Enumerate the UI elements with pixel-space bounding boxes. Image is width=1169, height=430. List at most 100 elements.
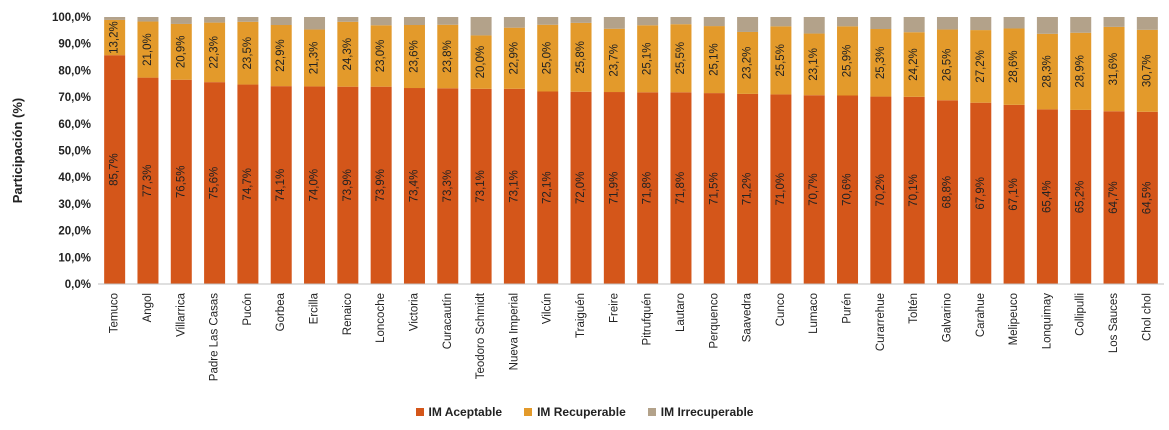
x-tick-label: Collipulli: [1075, 293, 1087, 336]
legend-item: IM Recuperable: [524, 405, 626, 419]
bar-segment-im-recuperable: [304, 29, 326, 87]
data-label: 24,2%: [908, 48, 920, 81]
data-label: 64,7%: [1108, 181, 1120, 214]
bar-segment-im-recuperable: [603, 28, 625, 93]
x-tick-label: Lumaco: [808, 293, 820, 334]
bar-segment-im-recuperable: [1003, 28, 1025, 105]
data-label: 71,0%: [775, 173, 787, 206]
x-tick-label: Galvarino: [941, 293, 953, 342]
bar-segment-im-recuperable: [470, 35, 492, 89]
bar-segment-im-aceptable: [1136, 111, 1158, 284]
data-label: 67,1%: [1008, 178, 1020, 211]
bar-segment-im-recuperable: [1070, 32, 1092, 110]
data-label: 67,9%: [975, 177, 987, 210]
bar-segment-im-aceptable: [603, 92, 625, 284]
y-tick-label: 90,0%: [58, 39, 91, 51]
data-label: 73,1%: [508, 170, 520, 203]
bar-segment-im-recuperable: [137, 21, 159, 78]
bar-segment-im-recuperable: [170, 23, 192, 80]
y-tick-label: 100,0%: [52, 12, 91, 24]
x-tick-label: Teodoro Schmidt: [475, 292, 487, 379]
data-label: 28,9%: [1075, 55, 1087, 88]
bar-segment-im-aceptable: [304, 86, 326, 284]
bar-segment-im-aceptable: [204, 82, 226, 284]
data-label: 24,3%: [342, 38, 354, 71]
bar-segment-im-recuperable: [104, 19, 126, 56]
x-tick-label: Purén: [842, 293, 854, 324]
x-tick-label: Ercilla: [309, 292, 321, 324]
data-label: 25,5%: [675, 42, 687, 75]
bar-segment-im-irrecuperable: [570, 17, 592, 23]
x-tick-label: Traiguén: [575, 293, 587, 338]
bar-segment-im-irrecuperable: [170, 17, 192, 24]
bar-segment-im-irrecuperable: [1003, 17, 1025, 29]
bar-segment-im-aceptable: [470, 88, 492, 284]
bar-segment-im-aceptable: [870, 96, 892, 284]
bar-segment-im-irrecuperable: [137, 17, 159, 22]
bar-segment-im-recuperable: [204, 22, 226, 83]
y-tick-label: 50,0%: [58, 146, 91, 158]
bar-segment-im-recuperable: [370, 25, 392, 87]
data-label: 21,0%: [142, 33, 154, 66]
bar-segment-im-aceptable: [770, 94, 792, 285]
data-label: 25,5%: [775, 44, 787, 77]
bar-segment-im-irrecuperable: [936, 17, 958, 30]
bar-segment-im-irrecuperable: [270, 17, 292, 26]
bar-segment-im-recuperable: [803, 33, 825, 96]
data-label: 25,9%: [842, 45, 854, 78]
chart-legend: IM Aceptable IM Recuperable IM Irrecuperab…: [0, 405, 1169, 419]
bar-segment-im-aceptable: [1003, 104, 1025, 284]
data-label: 72,1%: [542, 171, 554, 204]
bar-segment-im-irrecuperable: [104, 17, 126, 20]
x-tick-label: Cunco: [775, 293, 787, 326]
data-label: 23,6%: [408, 40, 420, 73]
bar-segment-im-irrecuperable: [1103, 17, 1125, 27]
bar-segment-im-recuperable: [337, 21, 359, 87]
bar-segment-im-irrecuperable: [437, 17, 459, 25]
x-tick-label: Perquenco: [708, 293, 720, 349]
bar-segment-im-recuperable: [1036, 33, 1058, 110]
y-tick-label: 20,0%: [58, 226, 91, 238]
bar-segment-im-recuperable: [670, 24, 692, 93]
data-label: 74,1%: [275, 169, 287, 202]
bar-segment-im-aceptable: [104, 55, 126, 284]
bar-segment-im-aceptable: [403, 88, 425, 284]
data-label: 28,3%: [1041, 55, 1053, 88]
bar-segment-im-irrecuperable: [737, 17, 759, 32]
bar-segment-im-irrecuperable: [1036, 17, 1058, 34]
data-label: 25,1%: [642, 42, 654, 75]
x-tick-label: Villarrica: [175, 292, 187, 336]
bar-segment-im-irrecuperable: [304, 17, 326, 30]
data-label: 73,9%: [375, 169, 387, 202]
stacked-bar-chart: Participación (%) 0,0% 10,0% 20,0% 30,0% 40,0…: [10, 12, 1164, 381]
bar-segment-im-recuperable: [837, 26, 859, 96]
bar-segment-im-irrecuperable: [237, 17, 259, 22]
data-label: 23,1%: [808, 48, 820, 81]
bar-segment-im-irrecuperable: [970, 17, 992, 31]
data-label: 13,2%: [109, 21, 121, 54]
data-label: 73,4%: [408, 170, 420, 203]
data-label: 71,8%: [675, 172, 687, 205]
y-tick-label: 30,0%: [58, 199, 91, 211]
data-label: 85,7%: [109, 153, 121, 186]
bar-segment-im-aceptable: [970, 102, 992, 284]
bar-segment-im-aceptable: [337, 86, 359, 284]
data-label: 31,6%: [1108, 53, 1120, 86]
bar-segment-im-recuperable: [970, 30, 992, 103]
x-tick-label: Los Sauces: [1108, 293, 1120, 353]
data-label: 73,9%: [342, 169, 354, 202]
bar-segment-im-aceptable: [737, 93, 759, 284]
bar-segment-im-recuperable: [1136, 29, 1158, 112]
bar-segment-im-aceptable: [170, 79, 192, 285]
data-label: 68,8%: [941, 176, 953, 209]
bar-segment-im-aceptable: [703, 93, 725, 284]
bar-segment-im-aceptable: [936, 100, 958, 284]
bar-segment-im-aceptable: [503, 88, 525, 284]
x-tick-label: Gorbea: [275, 292, 287, 331]
x-tick-label: Victoria: [408, 292, 420, 331]
data-label: 64,5%: [1141, 182, 1153, 215]
bar-segment-im-irrecuperable: [603, 17, 625, 29]
bar-segment-im-aceptable: [670, 92, 692, 284]
bar-segment-im-aceptable: [537, 91, 559, 284]
legend-label: IM Irrecuperable: [660, 405, 754, 419]
